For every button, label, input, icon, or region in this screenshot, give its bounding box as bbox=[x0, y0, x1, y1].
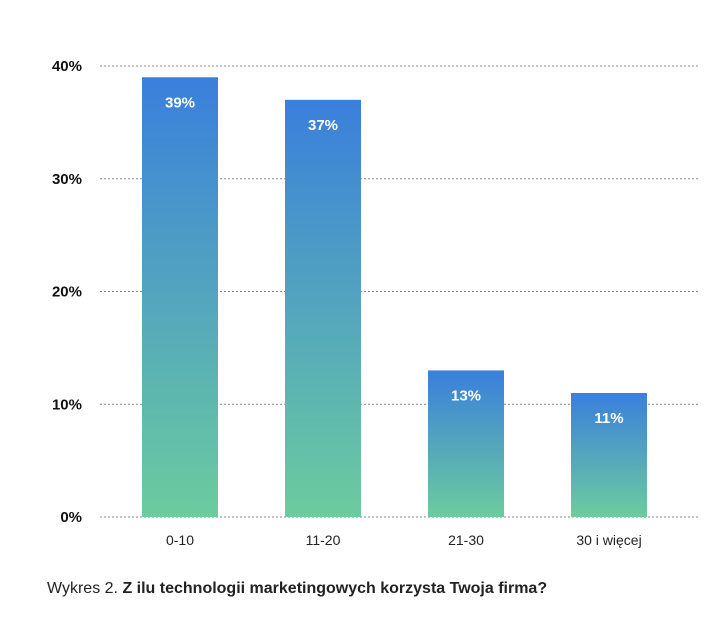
y-tick-label: 20% bbox=[52, 284, 82, 301]
y-tick-label: 30% bbox=[52, 171, 82, 188]
bars bbox=[142, 77, 647, 518]
x-axis-ticks: 0-10 11-20 21-30 30 i więcej bbox=[166, 532, 642, 548]
x-tick-label: 11-20 bbox=[306, 532, 341, 548]
caption-prefix: Wykres 2. bbox=[47, 580, 118, 597]
bar bbox=[285, 99, 361, 517]
x-tick-label: 21-30 bbox=[448, 532, 484, 548]
bar bbox=[428, 370, 504, 517]
x-tick-label: 0-10 bbox=[166, 532, 194, 548]
data-label: 11% bbox=[594, 410, 623, 427]
data-label: 39% bbox=[165, 94, 195, 111]
x-tick-label: 30 i więcej bbox=[576, 532, 641, 548]
chart-caption: Wykres 2. Z ilu technologii marketingowy… bbox=[47, 580, 547, 598]
y-tick-label: 40% bbox=[52, 58, 82, 75]
bar bbox=[571, 392, 647, 517]
data-labels: 39% 37% 13% 11% bbox=[165, 94, 624, 427]
y-axis-ticks: 0% 10% 20% 30% 40% bbox=[52, 58, 82, 526]
y-tick-label: 0% bbox=[60, 509, 82, 526]
y-tick-label: 10% bbox=[52, 396, 82, 413]
bar bbox=[142, 77, 218, 518]
data-label: 37% bbox=[308, 117, 338, 134]
data-label: 13% bbox=[451, 387, 481, 404]
caption-title: Z ilu technologii marketingowych korzyst… bbox=[122, 580, 548, 597]
bar-chart: 0% 10% 20% 30% 40% 39% 37% 13% 11% 0-10 11-20 21-… bbox=[52, 58, 698, 548]
